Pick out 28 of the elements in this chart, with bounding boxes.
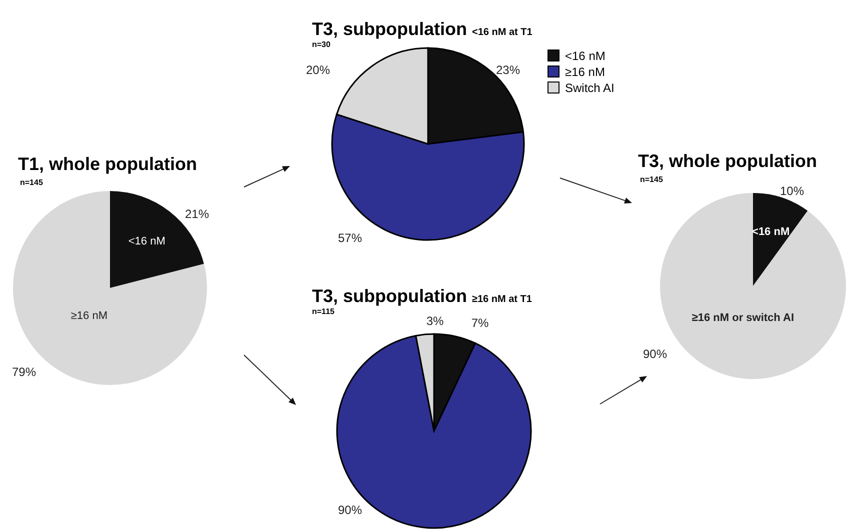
data-label: 20% xyxy=(306,63,330,77)
chart-title: T3, subpopulation xyxy=(312,19,467,39)
data-label: 7% xyxy=(471,316,489,330)
chart-title: T3, subpopulation xyxy=(312,286,467,306)
legend-label: <16 nM xyxy=(565,49,606,63)
legend-label: ≥16 nM xyxy=(565,65,605,79)
data-label: 90% xyxy=(338,503,362,517)
data-label: 90% xyxy=(642,347,668,361)
data-label: 3% xyxy=(426,314,444,328)
chart-title: T1, whole population xyxy=(18,154,197,174)
slice-label: ≥16 nM or switch AI xyxy=(692,312,794,324)
chart-subtitle: n=145 xyxy=(20,178,44,187)
data-label: 10% xyxy=(780,184,804,198)
data-label: 21% xyxy=(184,207,210,221)
slice-label: ≥16 nM xyxy=(70,310,108,322)
legend-label: Switch AI xyxy=(565,81,614,95)
chart-title: T3, whole population xyxy=(638,151,817,171)
pie-slice xyxy=(13,191,207,385)
slice-label: <16 nM xyxy=(128,235,166,248)
chart-subtitle: n=115 xyxy=(312,307,336,316)
pie-slice xyxy=(336,334,532,529)
data-label: 79% xyxy=(12,365,36,379)
text: <16 nM at T1 xyxy=(472,27,533,38)
data-label: 57% xyxy=(338,231,362,245)
chart-subtitle: n=145 xyxy=(640,175,664,184)
text: ≥16 nM at T1 xyxy=(472,294,532,305)
chart-subtitle: n=30 xyxy=(312,40,332,49)
data-label: 23% xyxy=(496,63,520,77)
